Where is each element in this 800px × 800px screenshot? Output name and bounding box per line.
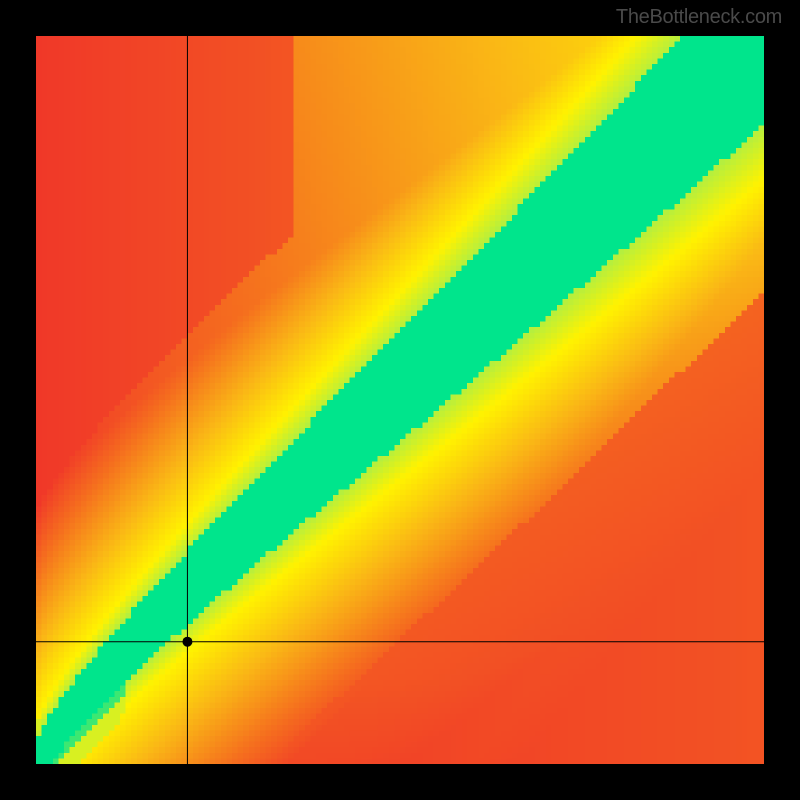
heatmap-canvas — [36, 36, 764, 764]
chart-container: TheBottleneck.com — [0, 0, 800, 800]
plot-area — [36, 36, 764, 764]
watermark-text: TheBottleneck.com — [616, 6, 782, 29]
